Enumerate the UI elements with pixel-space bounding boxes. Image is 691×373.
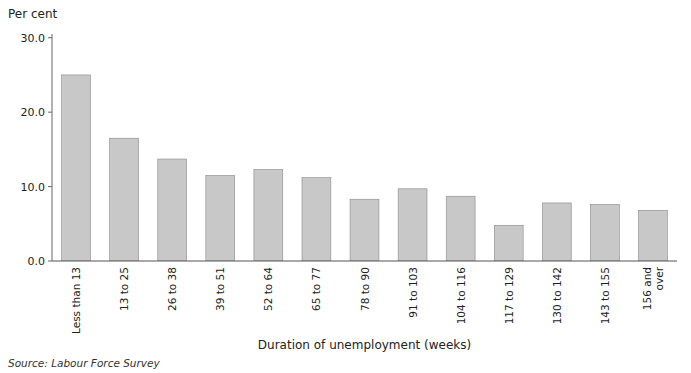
chart-svg: 0.0 10.0 20.0 30.0 Less than 13 13 to 25 26 to… [0, 0, 691, 373]
x-tick-label: 78 to 90 [359, 267, 371, 311]
source-note: Source: Labour Force Survey [8, 357, 161, 369]
y-tick [48, 112, 52, 113]
bars [62, 75, 668, 261]
x-tick-label: 156 andover [641, 266, 665, 310]
bar [206, 175, 235, 261]
x-tick-label: 130 to 142 [551, 267, 563, 324]
bar [639, 210, 668, 261]
x-axis-label: Duration of unemployment (weeks) [258, 338, 471, 352]
x-tick-label: 104 to 116 [455, 267, 467, 325]
chart-container: 0.0 10.0 20.0 30.0 Less than 13 13 to 25 26 to… [0, 0, 691, 373]
bar [446, 196, 475, 261]
x-tick-label: 117 to 129 [503, 267, 515, 324]
x-axis-line [52, 261, 677, 262]
bar [62, 75, 91, 261]
x-tick-label: 91 to 103 [407, 267, 419, 318]
y-tick [48, 186, 52, 187]
x-tick-label: 143 to 155 [599, 267, 611, 324]
x-tick-label: Less than 13 [70, 267, 82, 334]
bar [350, 199, 379, 261]
x-tick-label: 39 to 51 [214, 267, 226, 311]
y-tick-label: 0.0 [28, 255, 46, 268]
y-tick-label: 30.0 [21, 32, 46, 45]
y-tick-label: 20.0 [21, 106, 46, 119]
bar [542, 203, 571, 261]
bar [302, 178, 331, 261]
bar [158, 159, 187, 261]
bar [110, 138, 139, 261]
x-tick-label: 26 to 38 [166, 267, 178, 311]
bar [254, 169, 283, 261]
x-axis: Less than 13 13 to 25 26 to 38 39 to 51 52 t… [52, 261, 677, 334]
x-tick-label: 65 to 77 [310, 267, 322, 311]
y-tick [48, 261, 52, 262]
y-tick-label: 10.0 [21, 181, 46, 194]
bar [590, 204, 619, 261]
y-axis-label: Per cent [8, 7, 58, 21]
y-axis: 0.0 10.0 20.0 30.0 [21, 32, 53, 268]
bar [398, 189, 427, 261]
y-tick [48, 37, 52, 38]
x-tick-label: 13 to 25 [118, 267, 130, 311]
y-axis-line [52, 34, 53, 261]
x-tick-label: 52 to 64 [262, 267, 274, 311]
bar [494, 225, 523, 261]
